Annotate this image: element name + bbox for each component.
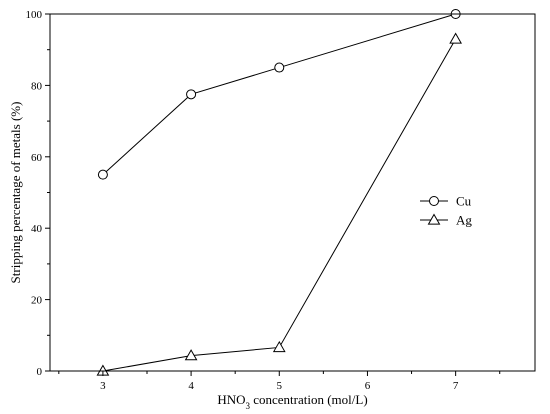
y-tick-label: 60 <box>31 152 43 164</box>
data-point-ag <box>272 340 286 353</box>
plot-frame <box>49 13 536 372</box>
x-tick-label: 3 <box>100 380 106 392</box>
series-line-ag <box>102 38 457 372</box>
legend-item-ag: Ag <box>420 213 472 228</box>
legend-label-cu: Cu <box>456 194 472 209</box>
axes: 3 4 5 6 7 0 20 40 60 80 100 <box>26 9 536 392</box>
legend-marker-cu <box>429 196 439 206</box>
series-cu <box>97 9 461 180</box>
plot-area <box>96 9 462 376</box>
x-axis-title: HNO3 concentration (mol/L) <box>217 392 367 411</box>
legend: Cu Ag <box>420 194 472 228</box>
data-point-cu <box>274 62 285 73</box>
legend-item-cu: Cu <box>420 194 472 209</box>
data-point-cu <box>186 89 197 100</box>
y-tick-label: 40 <box>31 223 43 235</box>
y-axis-title: Stripping percentage of metals (%) <box>8 102 23 284</box>
x-axis-title-suffix: concentration (mol/L) <box>250 392 368 407</box>
y-tick-label: 0 <box>37 366 43 378</box>
data-point-cu <box>97 169 108 180</box>
series-ag <box>96 32 462 376</box>
y-tick-label: 80 <box>31 80 43 92</box>
data-point-ag <box>184 349 198 361</box>
series-line-cu <box>102 13 456 176</box>
legend-marker-ag <box>427 213 441 225</box>
x-tick-label: 6 <box>365 380 371 392</box>
x-tick-label: 5 <box>277 380 283 392</box>
data-point-ag <box>449 32 462 44</box>
legend-label-ag: Ag <box>456 213 472 228</box>
y-tick-label: 20 <box>31 295 43 307</box>
x-tick-label: 7 <box>453 380 459 392</box>
y-tick-label: 100 <box>26 9 43 21</box>
x-axis-title-subscript: 3 <box>245 401 250 411</box>
x-axis-title-prefix: HNO <box>217 392 245 407</box>
x-tick-label: 4 <box>188 380 194 392</box>
